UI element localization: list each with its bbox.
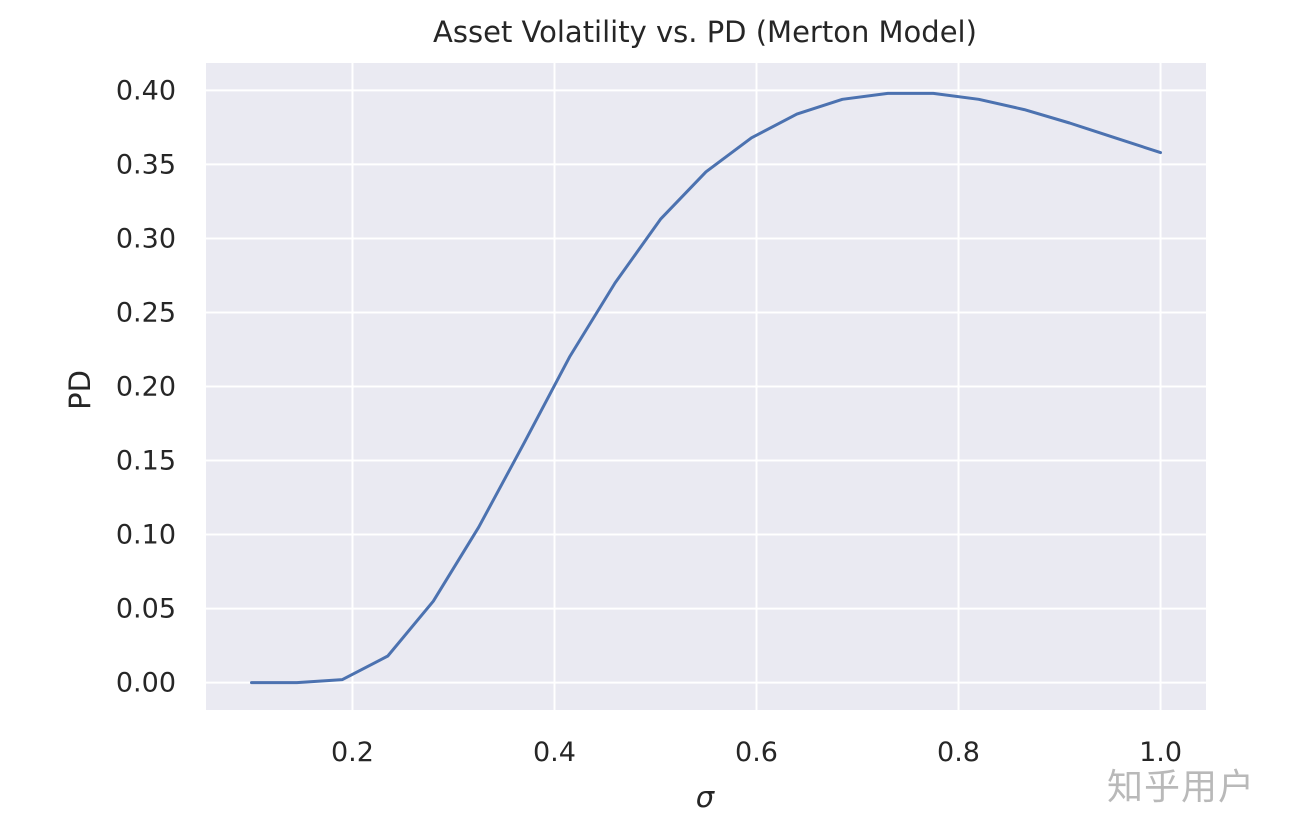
watermark-text: 知乎用户: [1106, 767, 1255, 808]
y-tick-label: 0.30: [116, 223, 176, 254]
y-tick-labels: 0.00 0.05 0.10 0.15 0.20 0.25 0.30 0.35 0.40: [116, 75, 176, 698]
y-tick-label: 0.20: [116, 372, 176, 403]
y-tick-label: 0.35: [116, 149, 176, 180]
x-tick-label: 1.0: [1139, 737, 1182, 768]
chart-title: Asset Volatility vs. PD (Merton Model): [433, 15, 977, 49]
y-tick-label: 0.25: [116, 297, 176, 328]
y-tick-label: 0.10: [116, 520, 176, 551]
series-group: [250, 91, 1162, 685]
y-tick-label: 0.15: [116, 446, 176, 477]
y-tick-label: 0.00: [116, 668, 176, 699]
x-tick-labels: 0.2 0.4 0.6 0.8 1.0: [331, 737, 1182, 768]
x-axis-label: σ: [696, 780, 716, 814]
y-tick-label: 0.40: [116, 75, 176, 106]
series-line: [250, 91, 1162, 685]
x-tick-label: 0.4: [533, 737, 576, 768]
x-tick-label: 0.8: [937, 737, 980, 768]
x-tick-label: 0.6: [735, 737, 778, 768]
x-tick-label: 0.2: [331, 737, 374, 768]
y-tick-label: 0.05: [116, 594, 176, 625]
y-axis-label: PD: [63, 370, 97, 410]
